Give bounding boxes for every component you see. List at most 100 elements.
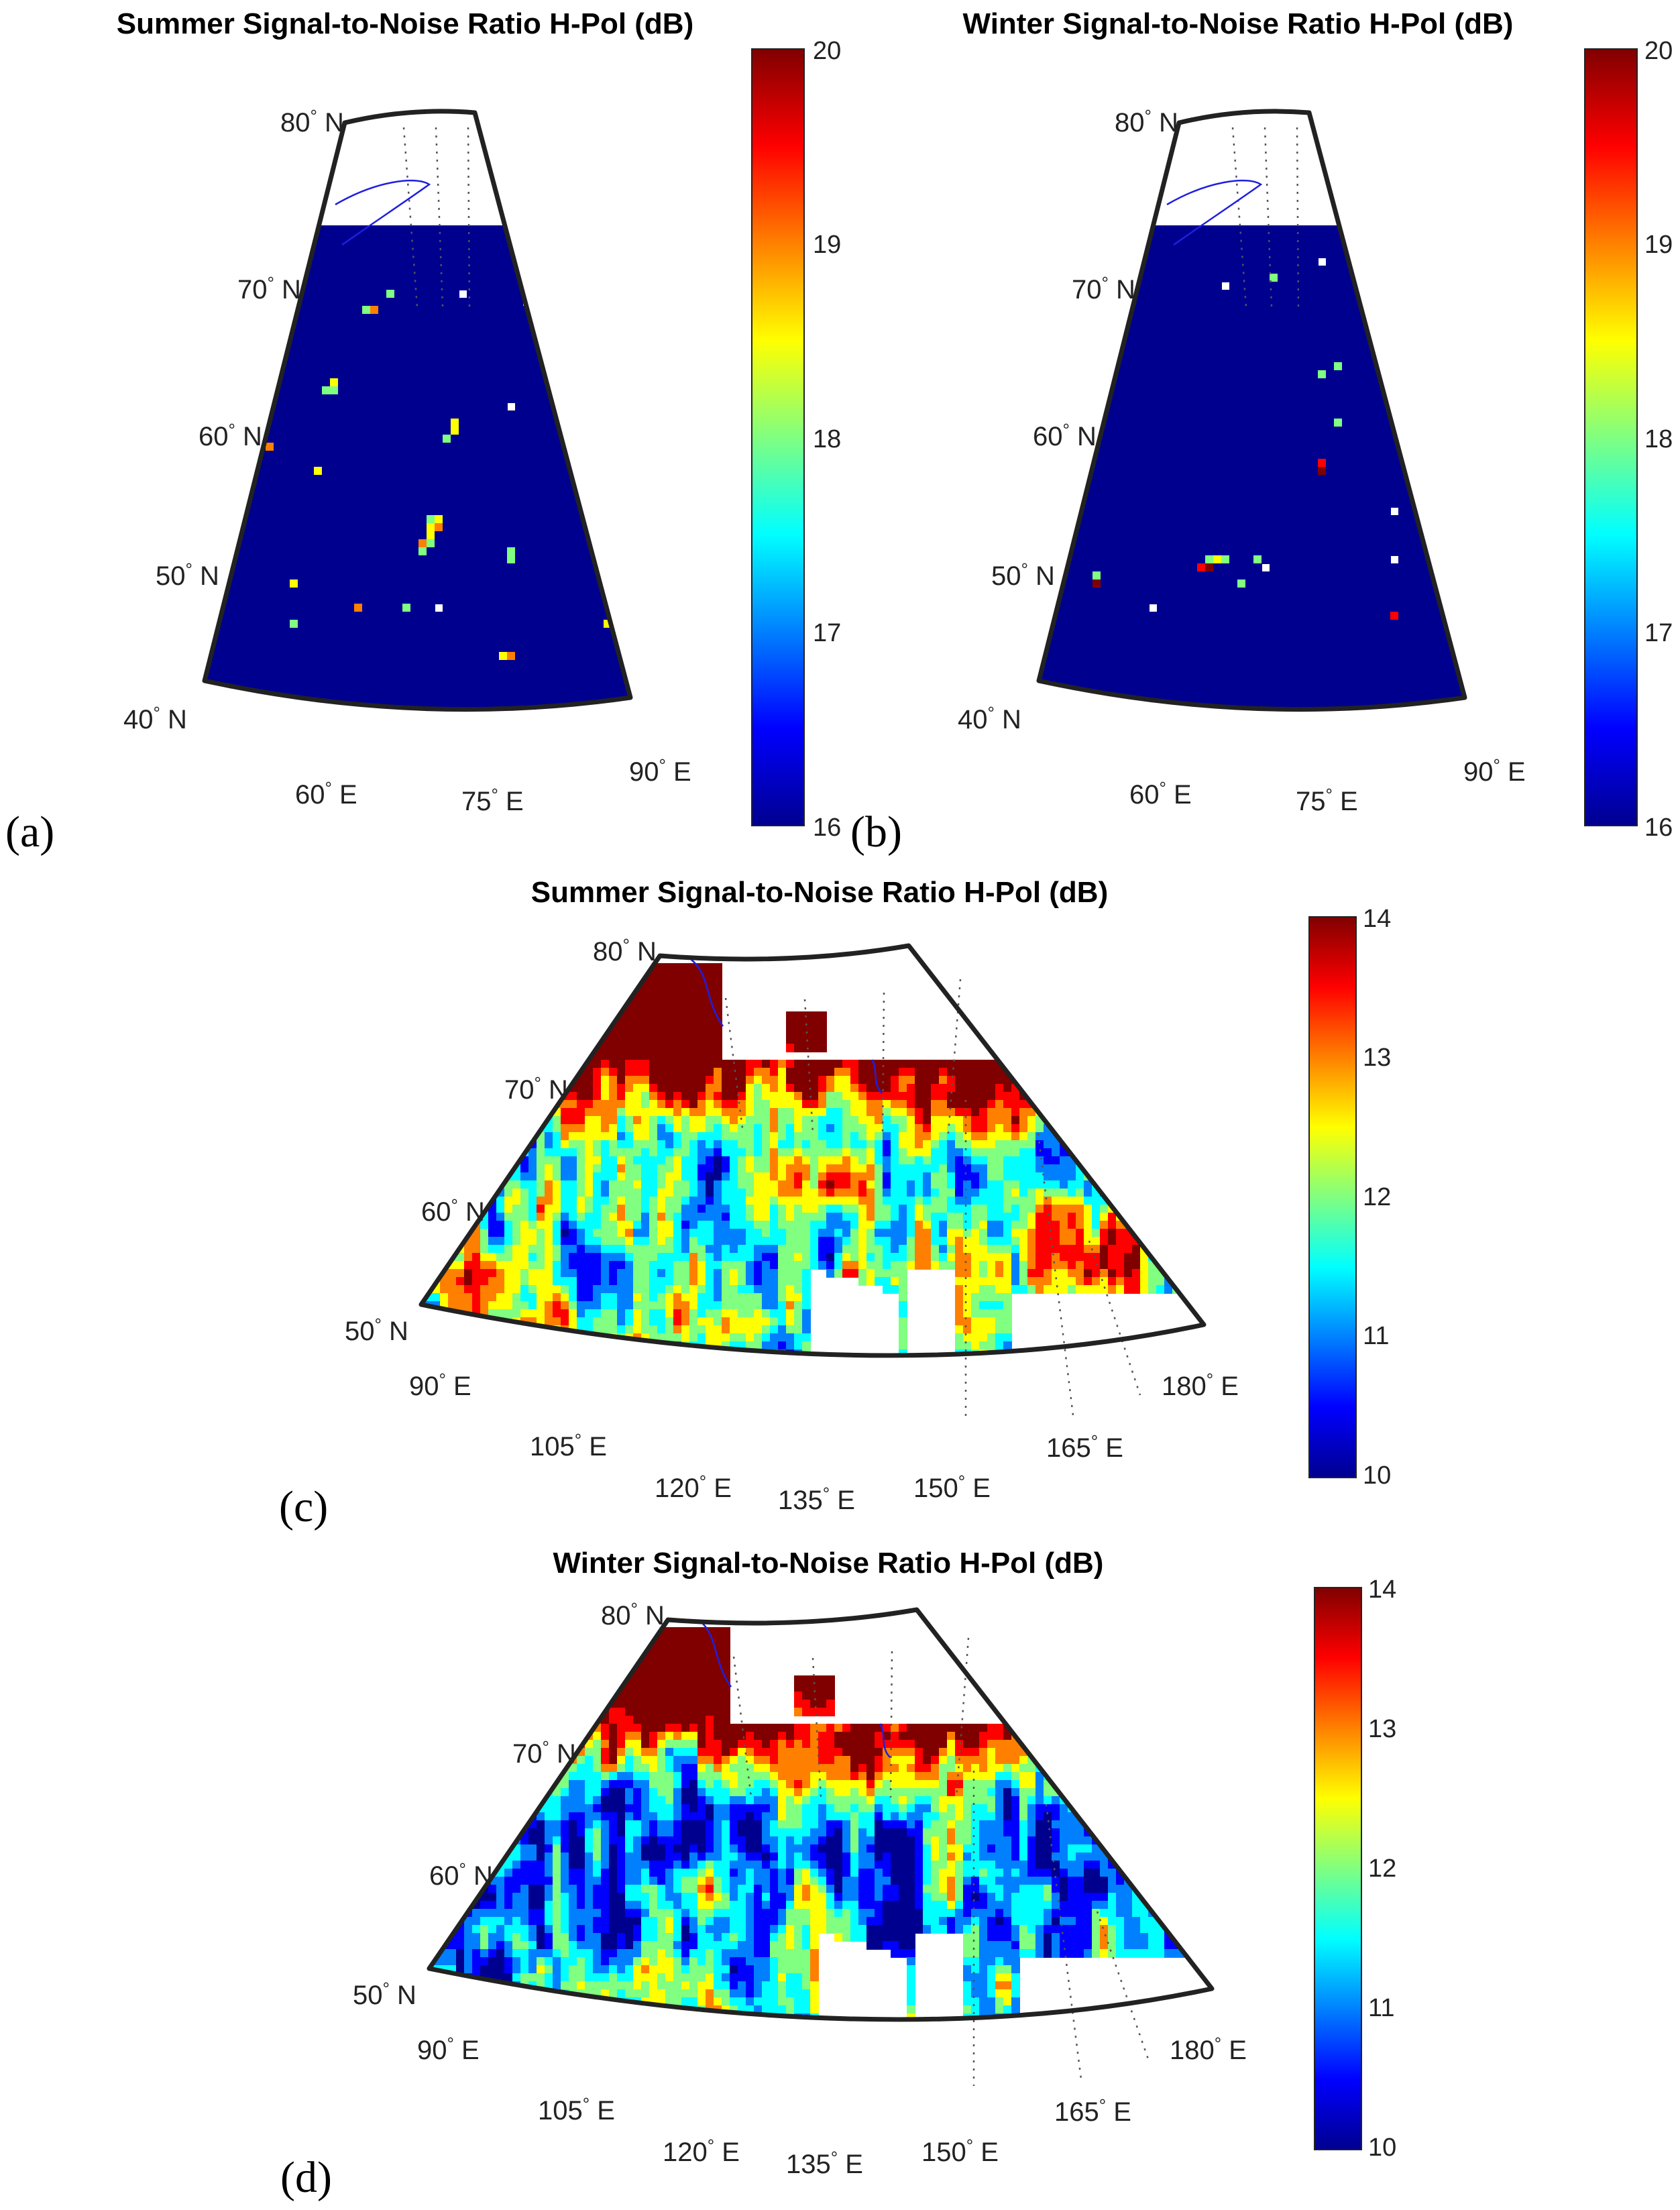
lon-label: 180° E [1170, 2034, 1247, 2065]
colorbar-tick: 11 [1363, 1322, 1389, 1350]
lon-label: 105° E [530, 1430, 607, 1461]
panel-c-title: Summer Signal-to-Noise Ratio H-Pol (dB) [531, 876, 1108, 909]
panel-c-lon-labels: 90° E 105° E 120° E 135° E 150° E 165° E… [409, 1370, 1239, 1515]
panel-d-coastline [698, 1619, 891, 1758]
panel-a-snr-field [205, 169, 630, 710]
colorbar-tick: 18 [1644, 425, 1673, 453]
lon-label: 90° E [1463, 755, 1526, 787]
lat-label: 60° N [429, 1859, 493, 1891]
colorbar-tick: 18 [813, 425, 841, 453]
panel-d-lat-labels: 80° N 70° N 60° N 50° N [353, 1599, 665, 2010]
panel-d-lon-labels: 90° E 105° E 120° E 135° E 150° E 165° E… [417, 2034, 1247, 2179]
panel-c-label: (c) [279, 1482, 328, 1531]
lat-label: 60° N [421, 1195, 485, 1227]
panel-a-map-frame [202, 109, 633, 712]
colorbar [1314, 1587, 1362, 2150]
colorbar-tick: 17 [1644, 619, 1673, 647]
lat-label: 80° N [593, 935, 657, 966]
lon-label: 120° E [663, 2136, 740, 2167]
colorbar-tick: 19 [813, 231, 841, 259]
colorbar-tick: 12 [1363, 1183, 1391, 1211]
panel-a-label: (a) [5, 808, 54, 857]
lat-label: 70° N [504, 1073, 568, 1105]
lon-label: 75° E [1296, 785, 1358, 816]
lon-label: 150° E [913, 1472, 991, 1503]
lat-label: 50° N [353, 1979, 416, 2010]
lon-label: 90° E [409, 1370, 471, 1401]
panel-a-coastline [335, 179, 431, 246]
panel-a: Summer Signal-to-Noise Ratio H-Pol (dB) … [5, 7, 841, 857]
lat-label: 50° N [991, 559, 1055, 591]
colorbar [1584, 48, 1638, 826]
lon-label: 90° E [629, 755, 691, 787]
lon-label: 60° E [1129, 778, 1192, 810]
panel-c-colorbar: 14 13 12 11 10 [1308, 905, 1391, 1490]
lon-label: 150° E [921, 2136, 999, 2167]
colorbar-tick: 11 [1368, 1994, 1394, 2022]
colorbar-tick: 20 [813, 37, 841, 65]
panel-d-label: (d) [280, 2153, 332, 2202]
colorbar-tick: 13 [1368, 1715, 1396, 1743]
panel-a-graticule [402, 127, 471, 308]
lon-label: 90° E [417, 2034, 480, 2065]
lat-label: 50° N [345, 1315, 408, 1346]
lat-label: 60° N [1033, 420, 1097, 451]
panel-b: Winter Signal-to-Noise Ratio H-Pol (dB) … [850, 7, 1673, 857]
panel-b-map-frame [1036, 109, 1467, 712]
panel-b-lat-labels: 80° N 70° N 60° N 50° N 40° N [958, 106, 1178, 734]
lon-label: 75° E [461, 785, 524, 816]
panel-b-colorbar: 20 19 18 17 16 [1584, 37, 1673, 842]
panel-d-graticule [732, 1637, 1150, 2086]
panel-b-graticule [1231, 127, 1300, 308]
panel-c-graticule [724, 979, 1141, 1422]
colorbar [751, 48, 805, 826]
colorbar-tick: 17 [813, 619, 841, 647]
colorbar-tick: 20 [1644, 37, 1673, 65]
lat-label: 80° N [1115, 106, 1178, 137]
panel-b-lon-labels: 60° E 75° E 90° E [1129, 755, 1526, 816]
panel-a-lat-labels: 80° N 70° N 60° N 50° N 40° N [123, 106, 344, 734]
colorbar-tick: 13 [1363, 1044, 1391, 1072]
colorbar-tick: 12 [1368, 1855, 1396, 1883]
panel-b-label: (b) [850, 808, 902, 857]
panel-c: Summer Signal-to-Noise Ratio H-Pol (dB) … [279, 876, 1391, 1531]
lat-label: 60° N [199, 420, 262, 451]
panel-d-colorbar: 14 13 12 11 10 [1314, 1576, 1396, 2162]
colorbar-tick: 16 [813, 814, 841, 842]
lat-label: 40° N [123, 703, 187, 734]
lon-label: 105° E [538, 2094, 615, 2125]
lon-label: 60° E [295, 778, 357, 810]
panel-a-lon-labels: 60° E 75° E 90° E [295, 755, 691, 816]
panel-c-lat-labels: 80° N 70° N 60° N 50° N [345, 935, 657, 1346]
panel-c-map-frame [418, 943, 1207, 1358]
colorbar [1308, 916, 1357, 1478]
lat-label: 50° N [156, 559, 219, 591]
lon-label: 135° E [786, 2148, 863, 2179]
lat-label: 80° N [280, 106, 344, 137]
lon-label: 165° E [1054, 2095, 1131, 2127]
panel-d-map-frame [427, 1607, 1215, 2022]
panel-a-title: Summer Signal-to-Noise Ratio H-Pol (dB) [117, 7, 693, 40]
lon-label: 135° E [778, 1484, 855, 1515]
panel-d: Winter Signal-to-Noise Ratio H-Pol (dB) … [280, 1547, 1396, 2202]
colorbar-tick: 19 [1644, 231, 1673, 259]
lat-label: 80° N [601, 1599, 665, 1631]
colorbar-tick: 16 [1644, 814, 1673, 842]
panel-a-colorbar: 20 19 18 17 16 [751, 37, 841, 842]
lat-label: 70° N [1072, 273, 1135, 305]
colorbar-tick: 10 [1368, 2134, 1396, 2162]
lat-label: 40° N [958, 703, 1021, 734]
panel-b-coastline [1166, 179, 1263, 246]
panel-d-title: Winter Signal-to-Noise Ratio H-Pol (dB) [553, 1547, 1104, 1580]
panel-b-snr-field [1039, 169, 1465, 710]
panel-c-coastline [690, 958, 883, 1094]
colorbar-tick: 14 [1368, 1576, 1396, 1604]
lat-label: 70° N [512, 1737, 576, 1769]
colorbar-tick: 14 [1363, 905, 1391, 933]
lon-label: 165° E [1046, 1431, 1123, 1463]
panel-b-title: Winter Signal-to-Noise Ratio H-Pol (dB) [963, 7, 1514, 40]
colorbar-tick: 10 [1363, 1461, 1391, 1490]
lat-label: 70° N [237, 273, 301, 305]
